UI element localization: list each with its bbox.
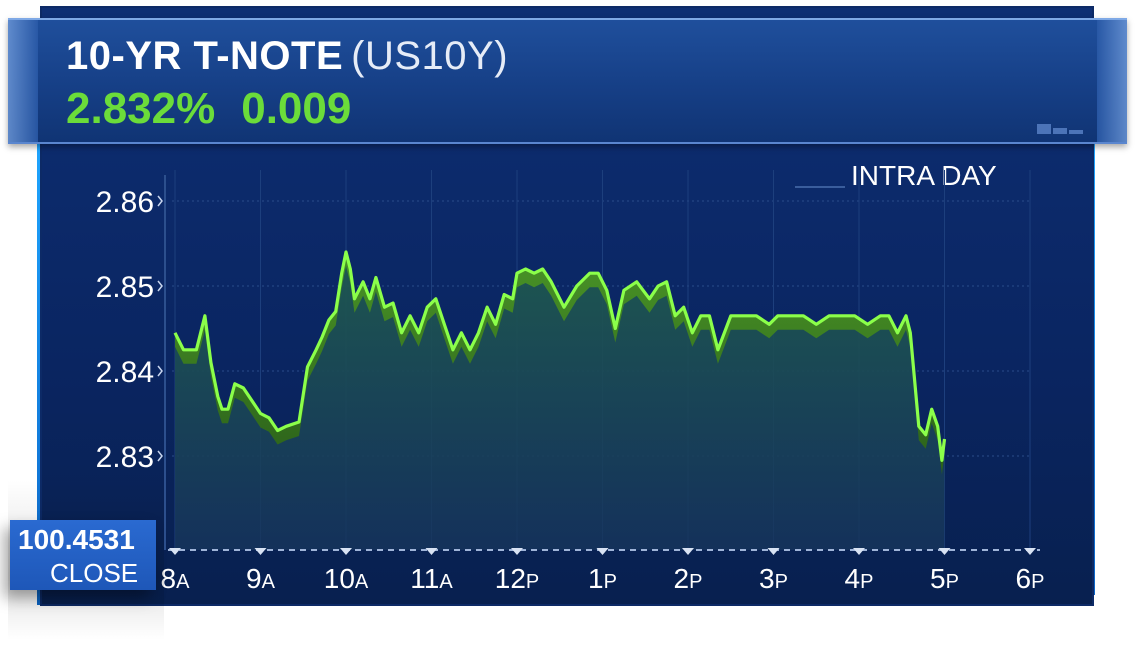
chart-title: INTRA DAY	[851, 160, 997, 191]
x-tick	[1024, 548, 1036, 555]
x-tick-label: 9A	[246, 563, 276, 594]
close-value: 100.4531	[18, 524, 135, 555]
x-tick-label: 5P	[930, 563, 959, 594]
x-tick	[511, 548, 523, 555]
x-tick	[596, 548, 609, 555]
instrument-symbol: (US10Y)	[351, 34, 509, 78]
x-tick-label: 4P	[845, 563, 874, 594]
y-tick-label: 2.85	[96, 271, 154, 304]
yield-value: 2.832%	[66, 84, 216, 133]
y-tick	[157, 450, 163, 462]
y-tick	[157, 195, 163, 207]
quote-header: 10-YR T-NOTE (US10Y) 2.832% 0.009	[8, 18, 1127, 144]
x-tick	[425, 548, 438, 555]
network-bug-icon	[1037, 120, 1087, 134]
line-series	[173, 250, 947, 462]
y-tick-label: 2.84	[96, 356, 154, 389]
quote-values: 2.832% 0.009	[66, 84, 351, 134]
y-tick-label: 2.86	[96, 186, 154, 219]
close-label: CLOSE	[50, 558, 139, 588]
x-tick-label: 6P	[1016, 563, 1045, 594]
instrument-name: 10-YR T-NOTE	[66, 34, 344, 78]
x-tick-label: 8A	[161, 563, 191, 594]
x-tick	[767, 548, 780, 555]
x-tick-label: 12P	[495, 563, 540, 594]
x-tick-label: 3P	[759, 563, 788, 594]
x-tick-label: 11A	[410, 563, 453, 594]
y-tick	[157, 280, 163, 292]
x-tick	[853, 548, 865, 555]
instrument-title: 10-YR T-NOTE (US10Y)	[66, 34, 508, 79]
x-tick	[340, 548, 352, 555]
x-tick	[682, 548, 694, 555]
x-tick	[169, 548, 181, 555]
close-box: 100.4531 CLOSE	[10, 520, 156, 590]
left-accent-strip	[37, 135, 44, 605]
x-tick	[938, 548, 951, 555]
y-tick-label: 2.83	[96, 441, 154, 474]
series-line	[173, 250, 947, 462]
x-axis: 8A 9A 10A 11A 12P 1P 2P 3P 4P 5P 6P	[161, 548, 1045, 594]
x-tick-label: 2P	[674, 563, 703, 594]
x-tick	[254, 548, 267, 555]
x-tick-label: 1P	[588, 563, 617, 594]
y-tick	[157, 365, 163, 377]
change-value: 0.009	[241, 84, 352, 133]
intraday-underline	[795, 186, 845, 188]
y-axis: 2.83 2.84 2.85 2.86	[96, 175, 166, 550]
x-tick-label: 10A	[324, 563, 369, 594]
